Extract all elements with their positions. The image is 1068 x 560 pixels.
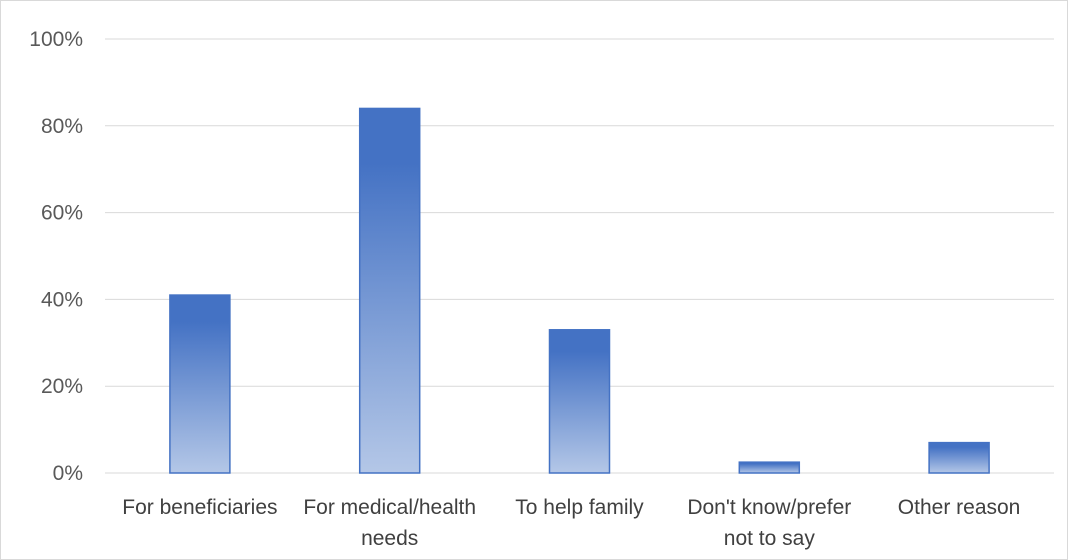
y-tick-label: 100% (29, 28, 83, 51)
x-category-label: Don't know/prefer not to say (687, 496, 851, 550)
y-tick-label: 80% (41, 115, 83, 138)
x-category-label: To help family (515, 496, 644, 519)
x-axis-category-labels: For beneficiaries For medical/health needs… (122, 496, 1020, 550)
x-category-label: For beneficiaries (122, 496, 277, 519)
x-category-label: Other reason (898, 496, 1021, 519)
bar (928, 441, 990, 474)
bar (358, 107, 421, 474)
y-tick-label: 0% (53, 462, 83, 485)
y-tick-label: 20% (41, 375, 83, 398)
x-category-label: For medical/health needs (303, 496, 476, 550)
gridlines (105, 38, 1054, 474)
bars (169, 107, 990, 474)
bar (548, 329, 611, 474)
bar (169, 294, 231, 474)
y-axis-tick-labels: 0% 20% 40% 60% 80% 100% (29, 28, 83, 485)
y-tick-label: 60% (41, 202, 83, 225)
y-tick-label: 40% (41, 288, 83, 311)
bar (738, 461, 801, 474)
